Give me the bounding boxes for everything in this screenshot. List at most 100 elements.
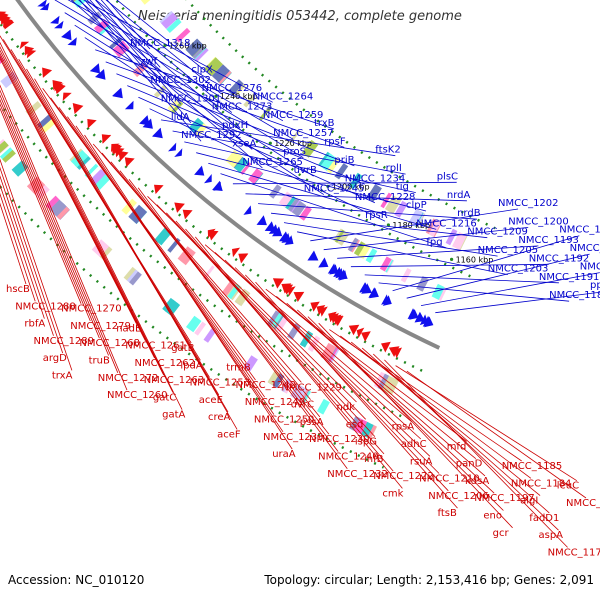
reverse-leader-line	[0, 175, 54, 336]
forward-gene-arrow-24	[152, 127, 163, 139]
forward-gene-label: NMCC_1245	[304, 184, 365, 195]
forward-gene-arrow-33	[37, 0, 47, 7]
reverse-leader-line	[119, 170, 330, 435]
forward-gene-arrow-57	[204, 174, 212, 184]
reverse-leader-line	[0, 107, 82, 304]
reverse-gene-arrow-63	[328, 311, 337, 323]
forward-leader-line	[64, 12, 304, 159]
feature-block-mid-45	[248, 168, 263, 185]
forward-gene-label: ftsK2	[375, 145, 400, 156]
forward-gene-label: NMCC_1203	[488, 264, 549, 275]
tick-label: 1220 kbp	[274, 139, 312, 148]
reverse-gene-label: rpsA	[392, 422, 415, 433]
forward-leader-line	[232, 181, 457, 185]
reverse-gene-arrow-42	[19, 41, 30, 50]
forward-leader-line	[95, 0, 171, 87]
reverse-gene-label: argD	[43, 353, 67, 364]
feature-block-core-55	[129, 271, 142, 286]
forward-gene-arrow-61	[382, 295, 392, 306]
reverse-gene-label: cmk	[382, 488, 403, 499]
reverse-gene-arrow-56	[348, 324, 360, 336]
forward-leader-line	[127, 85, 365, 185]
forward-gene-label: NMCC_1276	[202, 83, 263, 94]
forward-gene-label: trxB	[314, 118, 335, 129]
reverse-leader-line	[101, 152, 311, 400]
reverse-gene-arrow-72	[4, 18, 15, 30]
feature-block-core-33	[243, 355, 258, 372]
feature-block-mid-37	[73, 0, 88, 8]
guide-ring-2	[0, 20, 429, 375]
forward-gene-label: NMCC_1193	[518, 235, 579, 246]
feature-block-mid-52	[379, 256, 392, 272]
forward-gene-arrow-78	[67, 37, 77, 46]
forward-gene-arrow-73	[414, 311, 425, 323]
reverse-leader-line	[0, 49, 165, 376]
tick-mark	[268, 141, 272, 145]
reverse-leader-line	[0, 202, 27, 285]
feature-block-inner-64	[320, 342, 336, 362]
forward-leader-line	[86, 0, 243, 132]
reverse-leader-line	[234, 267, 440, 474]
reverse-leader-line	[384, 359, 568, 548]
reverse-gene-arrow-14	[232, 247, 241, 258]
reverse-leader-line	[0, 55, 146, 341]
reverse-leader-line	[0, 158, 73, 371]
reverse-gene-label: truB	[89, 356, 110, 367]
feature-block-outer-56	[204, 57, 223, 76]
reverse-leader-line	[0, 166, 64, 354]
forward-gene-arrow-62	[327, 263, 338, 274]
feature-block-outer-69	[243, 92, 257, 108]
feature-block-core-27	[32, 182, 50, 200]
reverse-gene-arrow-59	[0, 11, 7, 17]
reverse-gene-label: eno	[483, 511, 502, 522]
forward-gene-label: clpP	[406, 200, 427, 211]
forward-gene-label: NMCC_1188	[559, 225, 600, 236]
forward-gene-arrow-59	[89, 63, 100, 74]
feature-block-core-48	[49, 199, 67, 217]
reverse-gene-arrow-79	[238, 253, 248, 264]
forward-leader-line	[378, 282, 570, 302]
forward-gene-arrow-29	[279, 231, 290, 242]
feature-block-inner-0	[91, 171, 111, 190]
reverse-leader-line	[286, 302, 486, 477]
feature-block-mid-49	[287, 198, 300, 212]
forward-gene-label: fpg	[426, 237, 442, 248]
feature-block-outer-54	[384, 195, 402, 214]
forward-leader-line	[392, 235, 580, 292]
forward-gene-arrow-35	[50, 15, 60, 24]
guide-ring-4	[0, 184, 385, 469]
forward-gene-arrow-68	[256, 215, 267, 226]
forward-gene-arrow-28	[307, 250, 319, 261]
forward-gene-label: uvrB	[294, 165, 317, 176]
reverse-leader-line	[166, 212, 376, 437]
reverse-gene-label: ndk	[337, 402, 356, 413]
reverse-leader-line	[137, 187, 348, 470]
feature-block-inner-18	[381, 375, 399, 395]
forward-gene-arrow-55	[112, 87, 122, 98]
reverse-gene-label: NMCC_1272	[98, 373, 159, 384]
forward-leader-line	[350, 263, 549, 268]
reverse-gene-arrow-23	[87, 119, 97, 129]
reverse-gene-label: leuC	[557, 481, 579, 492]
feature-block-mid-11	[416, 276, 429, 292]
reverse-leader-line	[185, 228, 394, 472]
forward-leader-line	[84, 0, 192, 124]
forward-gene-label: NMCC_1181	[580, 262, 600, 273]
feature-block-core-58	[194, 321, 207, 336]
reverse-leader-line	[318, 322, 513, 529]
forward-leader-line	[160, 119, 396, 157]
forward-leader-line	[323, 227, 529, 251]
feature-block-core-10	[123, 266, 138, 283]
feature-block-core-38	[55, 205, 70, 220]
reverse-gene-arrow-7	[174, 202, 185, 213]
reverse-gene-arrow-44	[62, 92, 72, 101]
reverse-leader-line	[194, 236, 403, 489]
forward-leader-line	[100, 0, 161, 68]
reverse-gene-label: NMCC_1229	[281, 382, 342, 393]
feature-block-mid-53	[347, 237, 359, 252]
forward-leader-line	[337, 245, 539, 259]
reverse-gene-label: lpdA	[180, 360, 202, 371]
reverse-gene-label: gatA	[162, 410, 185, 421]
